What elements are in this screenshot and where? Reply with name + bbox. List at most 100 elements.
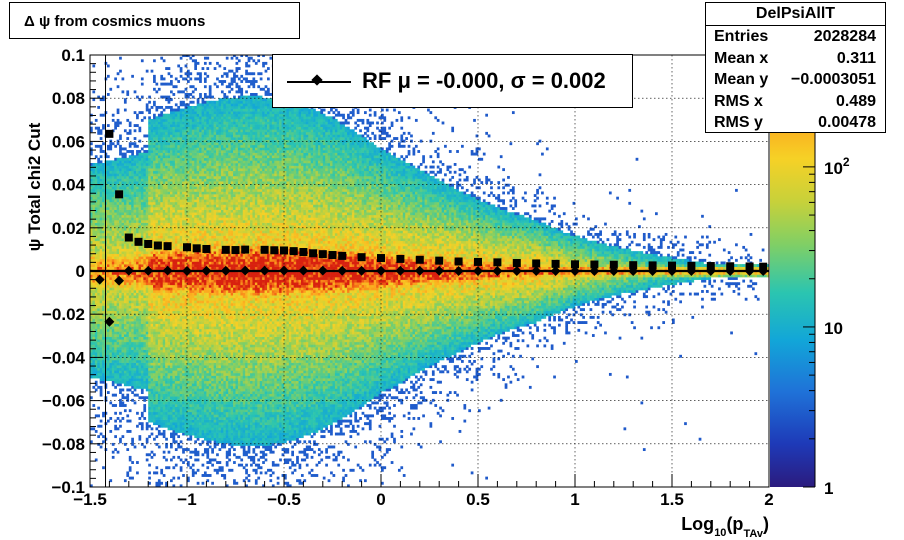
heatmap-cell [151,381,154,384]
heatmap-cell [177,199,180,202]
heatmap-cell [107,274,110,277]
heatmap-cell [97,166,100,169]
heatmap-cell [180,430,183,433]
heatmap-cell [163,176,166,179]
heatmap-cell [107,241,110,244]
heatmap-cell [119,300,122,303]
heatmap-cell [100,166,103,169]
heatmap-cell [100,233,103,236]
heatmap-cell [153,365,156,368]
heatmap-cell [148,342,151,345]
heatmap-cell [109,176,112,179]
heatmap-cell [151,357,154,360]
heatmap-cell [117,352,120,355]
heatmap-cell [172,308,175,311]
heatmap-cell [119,134,122,137]
heatmap-cell [170,251,173,254]
heatmap-cell [107,256,110,259]
heatmap-cell [151,417,154,420]
heatmap-cell [143,417,146,420]
heatmap-cell [153,453,156,456]
heatmap-cell [131,329,134,332]
heatmap-cell [112,243,115,246]
heatmap-cell [158,158,161,161]
heatmap-cell [175,262,178,265]
heatmap-cell [141,308,144,311]
heatmap-cell [124,378,127,381]
heatmap-cell [177,425,180,428]
heatmap-cell [172,241,175,244]
heatmap-cell [102,326,105,329]
heatmap-cell [151,293,154,296]
heatmap-cell [158,339,161,342]
heatmap-cell [139,217,142,220]
heatmap-cell [122,295,125,298]
heatmap-cell [168,228,171,231]
heatmap-cell [172,329,175,332]
heatmap-cell [165,83,168,86]
heatmap-cell [172,199,175,202]
heatmap-cell [148,357,151,360]
heatmap-cell [146,194,149,197]
heatmap-cell [136,158,139,161]
heatmap-cell [192,293,195,296]
heatmap-cell [126,277,129,280]
heatmap-cell [180,446,183,449]
heatmap-cell [146,230,149,233]
heatmap-cell [175,373,178,376]
heatmap-cell [119,321,122,324]
heatmap-cell [114,220,117,223]
heatmap-cell [155,355,158,358]
heatmap-cell [122,241,125,244]
heatmap-cell [148,308,151,311]
heatmap-cell [129,277,132,280]
heatmap-cell [97,316,100,319]
heatmap-cell [129,352,132,355]
heatmap-cell [170,111,173,114]
heatmap-cell [102,295,105,298]
heatmap-cell [180,220,183,223]
heatmap-cell [160,300,163,303]
heatmap-cell [117,207,120,210]
heatmap-cell [139,215,142,218]
heatmap-cell [95,181,98,184]
heatmap-cell [189,326,192,329]
heatmap-cell [170,259,173,262]
heatmap-cell [119,145,122,148]
heatmap-cell [153,236,156,239]
heatmap-cell [119,313,122,316]
heatmap-cell [100,352,103,355]
heatmap-cell [151,347,154,350]
heatmap-cell [192,469,195,472]
heatmap-cell [107,147,110,150]
heatmap-cell [175,326,178,329]
heatmap-cell [182,370,185,373]
heatmap-cell [139,179,142,182]
heatmap-cell [172,285,175,288]
heatmap-cell [126,160,129,163]
heatmap-cell [177,184,180,187]
heatmap-cell [189,381,192,384]
heatmap-cell [168,262,171,265]
heatmap-cell [114,448,117,451]
heatmap-cell [155,308,158,311]
heatmap-cell [155,217,158,220]
heatmap-cell [187,230,190,233]
heatmap-cell [170,350,173,353]
heatmap-cell [187,417,190,420]
heatmap-cell [129,285,132,288]
heatmap-cell [155,210,158,213]
heatmap-cell [124,147,127,150]
heatmap-cell [168,391,171,394]
heatmap-cell [97,256,100,259]
heatmap-cell [114,124,117,127]
heatmap-cell [131,217,134,220]
heatmap-cell [117,168,120,171]
heatmap-cell [92,212,95,215]
heatmap-cell [182,401,185,404]
heatmap-cell [97,168,100,171]
heatmap-cell [109,363,112,366]
heatmap-cell [155,378,158,381]
heatmap-cell [112,352,115,355]
heatmap-cell [122,352,125,355]
